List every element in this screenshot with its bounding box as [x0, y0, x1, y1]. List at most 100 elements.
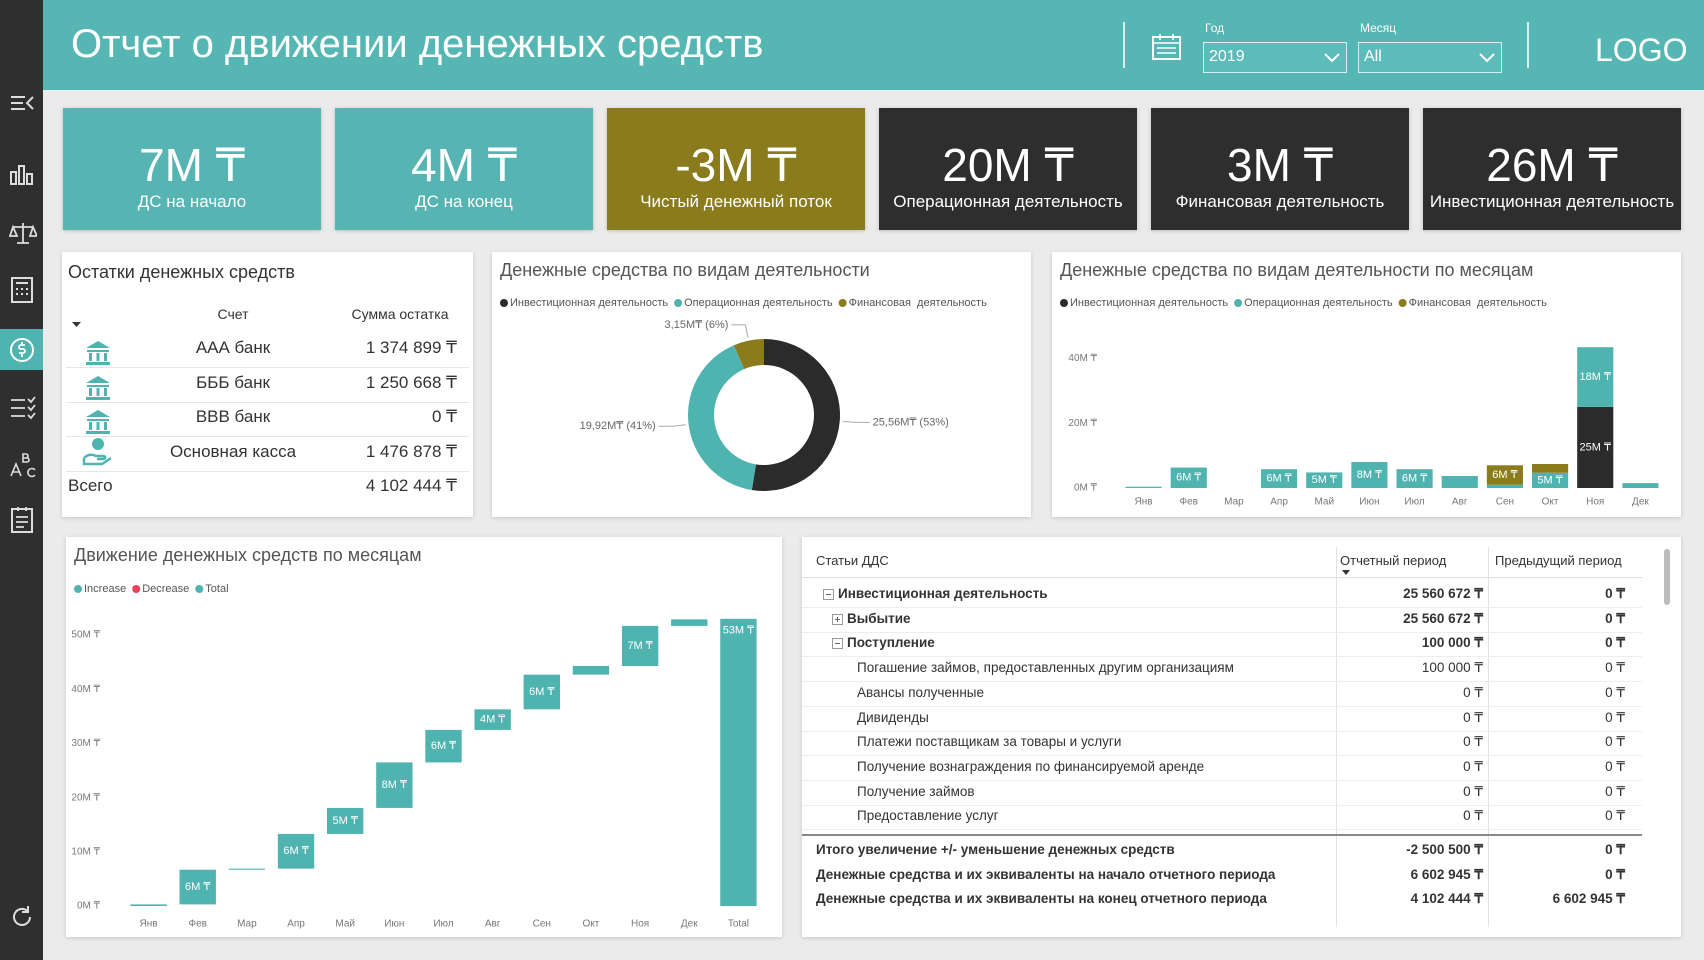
x-tick-label: Май — [1314, 497, 1334, 508]
account-icons — [82, 341, 112, 466]
refresh-icon[interactable] — [9, 904, 35, 930]
legend-label: Финансовая деятельность — [849, 297, 987, 309]
row-label: Выбытие — [847, 610, 911, 626]
kpi-label: ДС на начало — [137, 192, 247, 211]
bar-segment — [1396, 469, 1433, 488]
row-separator — [802, 730, 1642, 732]
calendar-icon — [1152, 34, 1181, 60]
nav-text-icon[interactable] — [9, 450, 37, 478]
nav-checklist-icon[interactable] — [9, 395, 37, 421]
panel-title: Денежные средства по видам деятельности … — [1060, 260, 1534, 280]
row-separator — [66, 436, 469, 437]
account-name: ААА банк — [195, 338, 271, 357]
bar-segment — [1261, 469, 1298, 488]
row-value: 0 ₸ — [1605, 709, 1625, 725]
legend-marker — [195, 585, 204, 593]
row-separator — [802, 705, 1642, 707]
data-label: 6M ₸ — [529, 686, 554, 698]
waterfall-bar — [179, 869, 216, 905]
bar-segment — [1486, 484, 1523, 488]
column-header: Счет — [217, 306, 249, 322]
x-tick-label: Сен — [533, 919, 551, 930]
report-title: Отчет о движении денежных средств — [71, 22, 764, 66]
column-header: Предыдущий период — [1495, 553, 1622, 568]
nav-balance-icon[interactable] — [9, 220, 37, 246]
kpi-label: Финансовая деятельность — [1175, 192, 1385, 211]
x-tick-label: Авг — [1452, 497, 1468, 508]
nav-menu-icon[interactable] — [9, 92, 35, 114]
kpi-card: 20M ₸ Операционная деятельность — [879, 108, 1137, 230]
row-value: 0 ₸ — [1605, 758, 1625, 774]
y-tick-label: 0M ₸ — [1074, 483, 1098, 494]
filter-label: Год — [1205, 21, 1225, 35]
bar-segment — [1622, 483, 1659, 488]
dropdown-value: All — [1364, 48, 1382, 65]
row-value: 0 ₸ — [1605, 586, 1625, 601]
waterfall-panel: Движение денежных средств по месяцам Inc… — [66, 537, 782, 937]
y-tick-label: 40M ₸ — [71, 684, 100, 695]
kpi-card: 4M ₸ ДС на конец — [335, 108, 593, 230]
sidebar — [0, 0, 43, 960]
chevron — [1324, 53, 1340, 63]
month-dropdown[interactable]: All — [1358, 42, 1502, 73]
data-label: 5M ₸ — [1537, 474, 1562, 486]
data-label: 7M ₸ — [627, 640, 652, 652]
waterfall-bar — [376, 762, 413, 808]
column-divider — [1336, 547, 1337, 927]
total-value: 6 602 945 ₸ — [1552, 891, 1625, 906]
leader-line — [731, 324, 749, 338]
bar-segment — [1441, 475, 1478, 488]
column-header: Статьи ДДС — [816, 553, 889, 568]
total-label: Денежные средства и их эквиваленты на на… — [816, 866, 1276, 882]
legend-marker — [1234, 299, 1243, 307]
legend-marker — [1060, 299, 1068, 307]
row-separator — [802, 804, 1642, 806]
divider — [1123, 22, 1125, 68]
x-tick-label: Фев — [188, 919, 206, 930]
legend-marker — [1398, 299, 1407, 307]
row-value: 0 ₸ — [1605, 660, 1625, 676]
bar-segment — [1532, 463, 1569, 473]
year-dropdown[interactable]: 2019 — [1203, 42, 1347, 73]
nav-calculator-icon[interactable] — [9, 276, 35, 304]
data-label: 6M ₸ — [431, 740, 456, 752]
y-tick-label: 20M ₸ — [1068, 418, 1097, 429]
x-tick-label: Июн — [1359, 497, 1379, 508]
kpi-value: 26M ₸ — [1486, 139, 1618, 191]
account-amount: 1 476 878 ₸ — [365, 441, 457, 461]
data-label: 6M ₸ — [1402, 472, 1427, 484]
row-separator — [802, 681, 1642, 683]
row-separator — [66, 401, 469, 403]
nav-chart-icon[interactable] — [9, 160, 35, 186]
legend-label: Инвестиционная деятельность — [510, 297, 668, 309]
y-tick-label: 30M ₸ — [71, 738, 100, 749]
account-name: ВВВ банк — [195, 407, 271, 426]
row-separator — [802, 656, 1642, 658]
expander[interactable] — [832, 613, 843, 625]
row-separator — [66, 367, 469, 368]
panel-title: Остатки денежных средств — [68, 262, 295, 282]
expander[interactable] — [823, 589, 834, 600]
donut-panel: Денежные средства по видам деятельности … — [492, 252, 1031, 517]
bar-segment — [1125, 486, 1162, 488]
nav-report-icon[interactable] — [9, 506, 35, 534]
expander[interactable] — [832, 638, 843, 650]
bar-segment — [1577, 347, 1614, 407]
nav-cash-icon[interactable] — [9, 336, 35, 364]
x-tick-label: Мар — [237, 919, 257, 930]
column-divider — [1488, 547, 1489, 927]
donut-slice — [751, 339, 841, 491]
sort-arrow — [1342, 570, 1350, 575]
stacked-panel: Денежные средства по видам деятельности … — [1052, 252, 1681, 517]
kpi-card: 26M ₸ Инвестиционная деятельность — [1423, 108, 1681, 230]
header-separator — [802, 577, 1642, 578]
x-tick-label: Янв — [1135, 497, 1153, 508]
waterfall-bar — [474, 709, 511, 730]
legend-marker — [674, 299, 683, 307]
kpi-value: 4M ₸ — [411, 139, 517, 191]
scrollbar[interactable] — [1664, 549, 1670, 605]
row-value: 0 ₸ — [1605, 684, 1625, 700]
row-value: 100 000 ₸ — [1421, 660, 1483, 676]
y-tick-label: 20M ₸ — [71, 792, 100, 803]
